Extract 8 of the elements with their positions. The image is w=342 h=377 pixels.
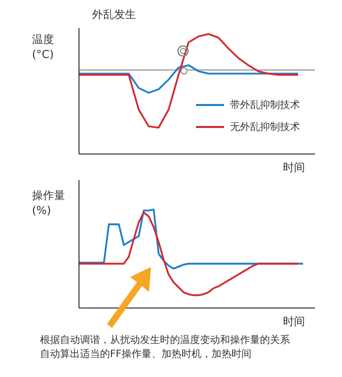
text: 根据自动调谐，从扰动发生时的温度变动和操作量的关系自动算出适当的FF操作量、加热时机，加热时间 (40, 334, 291, 362)
x-axis-title: 时间 (283, 314, 305, 329)
x-axis-title: 时间 (283, 160, 305, 175)
legend-label: 带外乱抑制技术 (230, 98, 300, 112)
text: 外乱发生 (92, 8, 137, 22)
y-axis-title: 操作量 (%) (32, 188, 65, 218)
legend-label: 无外乱抑制技术 (230, 120, 300, 134)
y-axis-title: 温度 (°C) (32, 32, 54, 62)
